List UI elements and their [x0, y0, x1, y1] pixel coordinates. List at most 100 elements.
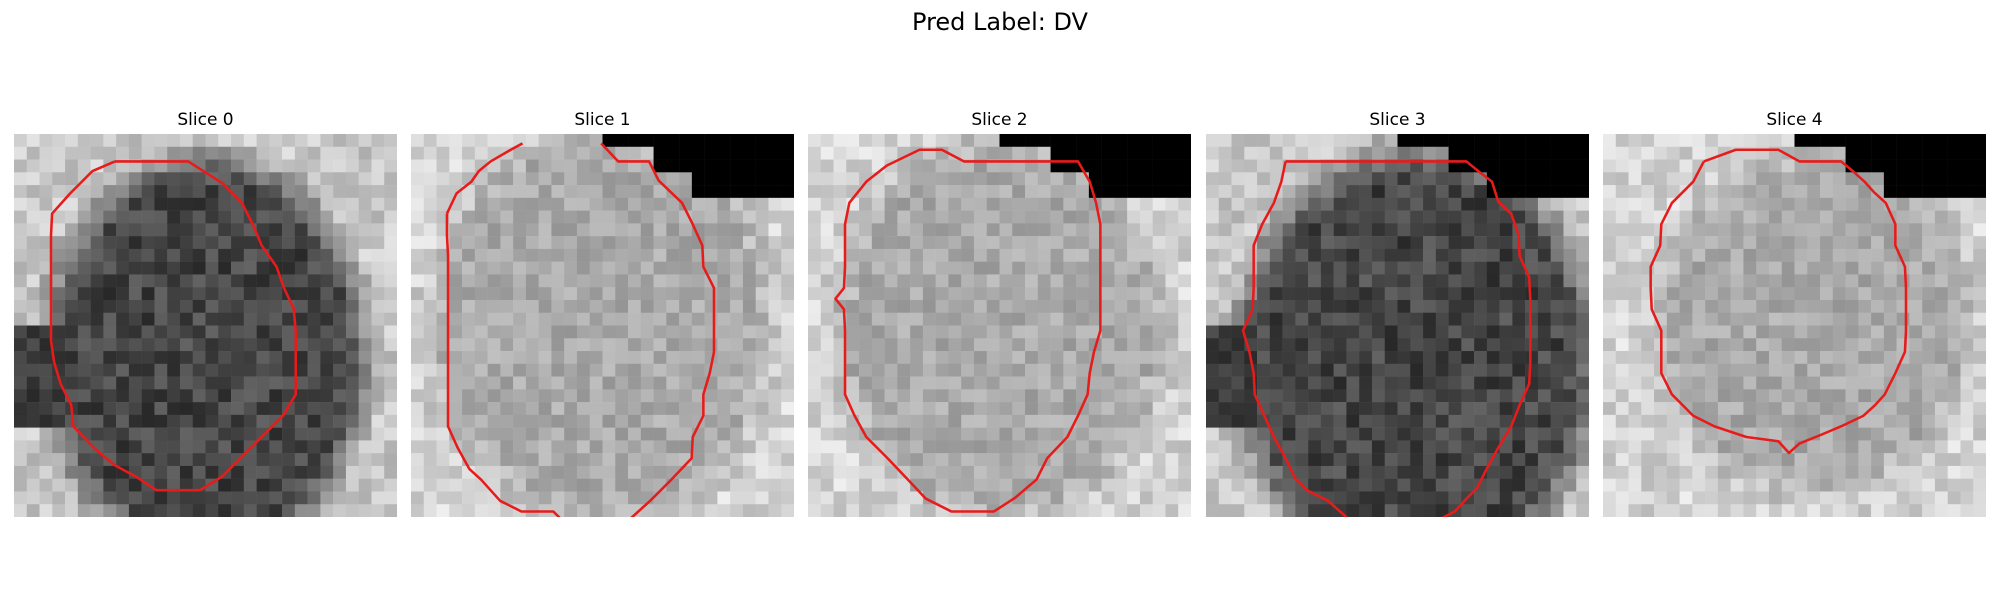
- image-pixel: [615, 287, 629, 301]
- image-pixel: [846, 338, 860, 352]
- image-pixel: [500, 402, 514, 416]
- image-pixel: [1525, 491, 1539, 505]
- image-pixel: [973, 491, 987, 505]
- image-pixel: [525, 146, 539, 160]
- image-pixel: [589, 453, 603, 467]
- image-pixel: [768, 376, 782, 390]
- image-pixel: [1525, 274, 1539, 288]
- image-pixel: [564, 146, 578, 160]
- image-pixel: [525, 248, 539, 262]
- image-pixel: [1550, 287, 1564, 301]
- image-pixel: [1139, 210, 1153, 224]
- image-pixel: [1871, 236, 1885, 250]
- image-pixel: [462, 491, 476, 505]
- image-pixel: [1794, 299, 1808, 313]
- image-pixel: [999, 248, 1013, 262]
- image-pixel: [871, 325, 885, 339]
- image-pixel: [1088, 134, 1102, 148]
- image-pixel: [1820, 453, 1834, 467]
- image-pixel: [371, 427, 385, 441]
- image-pixel: [1410, 312, 1424, 326]
- image-pixel: [922, 299, 936, 313]
- image-pixel: [269, 223, 283, 237]
- image-pixel: [1461, 504, 1475, 517]
- image-pixel: [1371, 414, 1385, 428]
- image-pixel: [1641, 465, 1655, 479]
- image-pixel: [1127, 287, 1141, 301]
- image-pixel: [1308, 427, 1322, 441]
- image-pixel: [1423, 223, 1437, 237]
- image-pixel: [1178, 363, 1191, 377]
- image-pixel: [1973, 351, 1986, 365]
- image-pixel: [602, 465, 616, 479]
- image-pixel: [423, 376, 437, 390]
- image-pixel: [1858, 185, 1872, 199]
- image-pixel: [192, 210, 206, 224]
- image-pixel: [487, 504, 501, 517]
- image-pixel: [1308, 159, 1322, 173]
- image-pixel: [1448, 210, 1462, 224]
- image-pixel: [679, 440, 693, 454]
- image-pixel: [1282, 465, 1296, 479]
- image-pixel: [1218, 159, 1232, 173]
- image-pixel: [1922, 223, 1936, 237]
- image-pixel: [128, 299, 142, 313]
- image-pixel: [1037, 491, 1051, 505]
- image-pixel: [1679, 376, 1693, 390]
- image-pixel: [1641, 185, 1655, 199]
- image-pixel: [742, 223, 756, 237]
- image-pixel: [1845, 223, 1859, 237]
- image-pixel: [551, 478, 565, 492]
- image-pixel: [1333, 197, 1347, 211]
- image-pixel: [999, 465, 1013, 479]
- image-pixel: [513, 312, 527, 326]
- image-pixel: [897, 312, 911, 326]
- image-pixel: [1794, 351, 1808, 365]
- image-pixel: [436, 376, 450, 390]
- image-pixel: [269, 376, 283, 390]
- image-pixel: [462, 261, 476, 275]
- image-pixel: [218, 363, 232, 377]
- image-pixel: [1152, 312, 1166, 326]
- image-pixel: [1461, 159, 1475, 173]
- image-pixel: [1603, 299, 1617, 313]
- image-pixel: [653, 134, 667, 148]
- image-pixel: [1768, 453, 1782, 467]
- image-pixel: [1743, 414, 1757, 428]
- image-pixel: [602, 185, 616, 199]
- image-pixel: [179, 351, 193, 365]
- image-pixel: [910, 414, 924, 428]
- image-pixel: [1705, 287, 1719, 301]
- image-pixel: [602, 389, 616, 403]
- image-pixel: [1410, 197, 1424, 211]
- image-pixel: [1486, 236, 1500, 250]
- image-pixel: [1679, 159, 1693, 173]
- image-pixel: [1139, 261, 1153, 275]
- image-pixel: [231, 338, 245, 352]
- image-pixel: [1371, 134, 1385, 148]
- image-pixel: [192, 325, 206, 339]
- image-pixel: [141, 376, 155, 390]
- image-pixel: [1768, 363, 1782, 377]
- image-pixel: [833, 427, 847, 441]
- image-pixel: [1896, 363, 1910, 377]
- image-pixel: [1461, 146, 1475, 160]
- image-pixel: [1423, 389, 1437, 403]
- image-pixel: [1973, 478, 1986, 492]
- image-pixel: [1845, 197, 1859, 211]
- image-pixel: [141, 210, 155, 224]
- image-pixel: [922, 261, 936, 275]
- image-pixel: [1269, 299, 1283, 313]
- image-pixel: [411, 376, 425, 390]
- image-pixel: [768, 236, 782, 250]
- image-pixel: [1037, 185, 1051, 199]
- image-pixel: [628, 159, 642, 173]
- image-pixel: [679, 248, 693, 262]
- image-pixel: [589, 376, 603, 390]
- image-pixel: [691, 159, 705, 173]
- image-pixel: [1231, 478, 1245, 492]
- image-pixel: [371, 134, 385, 148]
- image-pixel: [948, 325, 962, 339]
- image-pixel: [1461, 402, 1475, 416]
- image-pixel: [154, 389, 168, 403]
